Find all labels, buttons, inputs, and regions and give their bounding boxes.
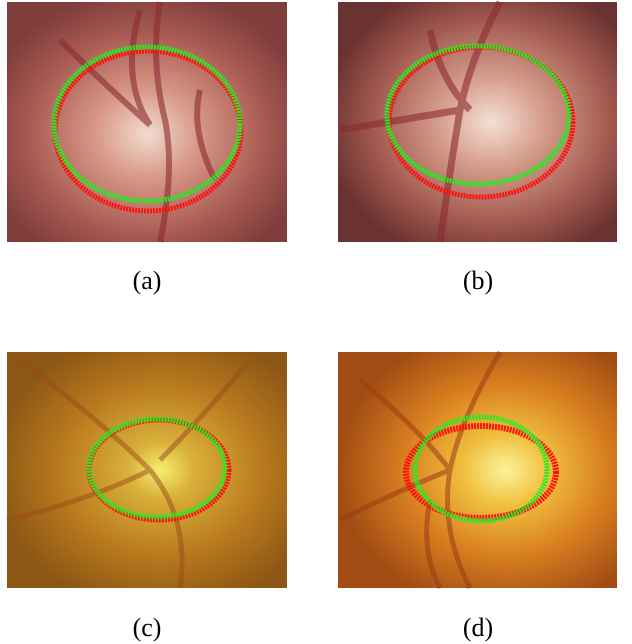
predicted-contour <box>384 43 572 187</box>
panel-d: (d) <box>338 350 617 642</box>
ground-truth-contour <box>86 417 232 523</box>
panel-label: (d) <box>463 613 493 642</box>
panel-label: (a) <box>133 266 162 295</box>
panel-label: (b) <box>463 266 493 295</box>
panel-label: (c) <box>133 613 162 642</box>
panel-c: (c) <box>6 352 287 642</box>
vessels <box>338 350 503 590</box>
fundus-image <box>338 352 617 588</box>
vessels <box>339 0 504 243</box>
predicted-contour <box>412 414 550 524</box>
ground-truth-contour <box>403 423 559 521</box>
panel-a: (a) <box>7 1 287 295</box>
vessels <box>57 1 218 243</box>
predicted-contour <box>51 44 243 204</box>
vessels <box>6 358 252 589</box>
panel-b: (b) <box>338 0 617 295</box>
predicted-contour <box>86 416 228 520</box>
